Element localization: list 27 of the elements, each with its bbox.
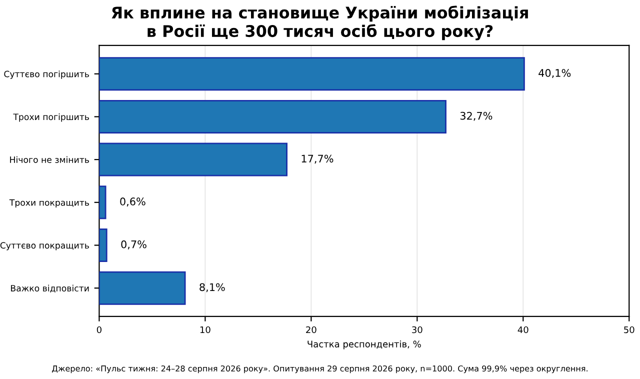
data-label: 40,1%: [538, 69, 571, 78]
data-label: 0,7%: [121, 240, 146, 250]
y-tick-label: Трохи покращить: [9, 199, 89, 208]
chart-title: Як вплине на становище України мобілізація в Росії ще 300 тисяч осіб цього року?: [112, 6, 528, 40]
bar: [99, 100, 446, 134]
x-tick-label: 10: [200, 326, 210, 334]
bar: [99, 57, 525, 91]
data-label: 8,1%: [200, 283, 225, 292]
bar: [99, 271, 186, 305]
x-tick-label: 30: [412, 326, 422, 334]
y-tick-label: Суттєво погіршить: [4, 70, 89, 79]
y-tick-label: Нічого не змінить: [10, 156, 89, 163]
y-tick-label: Суттєво покращить: [0, 242, 89, 250]
x-tick-label: 0: [96, 326, 102, 334]
x-tick-label: 50: [624, 326, 634, 334]
x-tick-label: 20: [306, 326, 316, 334]
y-tick-label: Трохи погіршить: [13, 113, 89, 122]
bar: [99, 186, 106, 220]
x-axis-title: Частка респондентів, %: [308, 340, 421, 350]
text: Джерело: «Пульс тижня: 24–28 серпня 2026 року». Опитування 29 серпня 2026 року, n=1000. Сума 99,9% через округлення.: [52, 365, 588, 374]
data-label: 0,6%: [120, 198, 146, 206]
data-label: 32,7%: [460, 112, 492, 121]
x-tick-label: 40: [518, 326, 528, 334]
y-tick-label: Важко відповісти: [11, 284, 89, 293]
data-label: 17,7%: [302, 154, 334, 164]
bar: [99, 142, 288, 176]
bar: [99, 228, 108, 262]
